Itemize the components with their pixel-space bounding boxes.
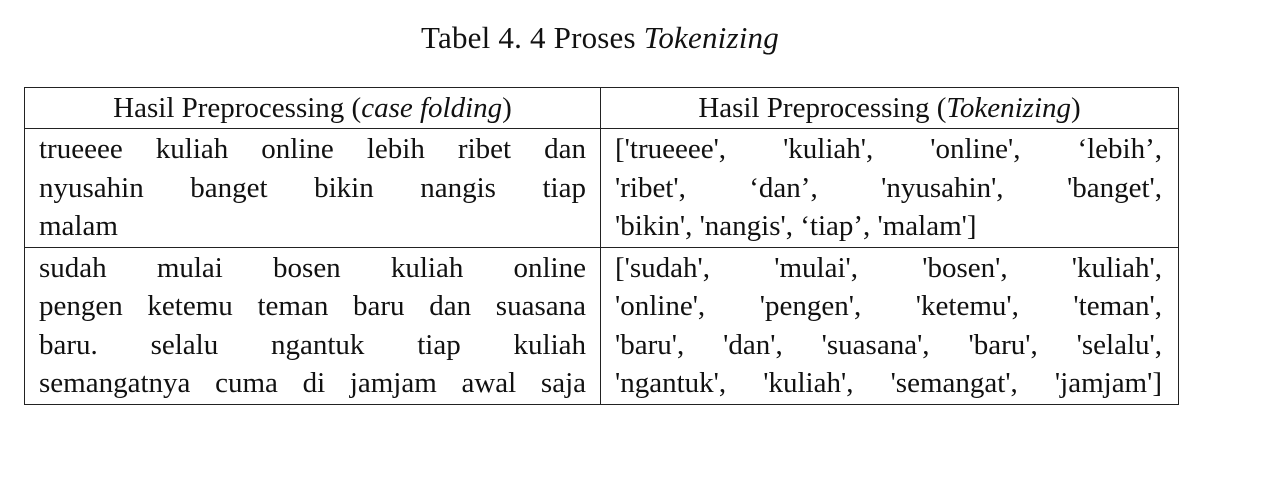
text-line: trueeee kuliah online lebih ribet dan [39, 133, 586, 165]
case-folding-cell: sudah mulai bosen kuliah online pengen k… [24, 246, 601, 405]
header-case-folding: Hasil Preprocessing (case folding) [24, 87, 601, 129]
text-line: pengen ketemu teman baru dan suasana [39, 290, 586, 322]
tokenizing-cell: ['sudah', 'mulai', 'bosen', 'kuliah', 'o… [600, 246, 1179, 405]
header-tokenizing-italic: Tokenizing [946, 92, 1071, 124]
token-line: 'ngantuk', 'kuliah', 'semangat', 'jamjam… [615, 367, 1162, 399]
text-line: semangatnya cuma di jamjam awal saja [39, 367, 586, 399]
tokenizing-cell: ['trueeee', 'kuliah', 'online', ‘lebih’,… [600, 128, 1179, 248]
token-line: 'bikin', 'nangis', ‘tiap’, 'malam'] [615, 210, 977, 242]
token-line: ['sudah', 'mulai', 'bosen', 'kuliah', [615, 251, 1162, 284]
text-line: sudah mulai bosen kuliah online [39, 251, 586, 284]
case-folding-cell: trueeee kuliah online lebih ribet dan ny… [24, 128, 601, 248]
token-line: 'baru', 'dan', 'suasana', 'baru', 'selal… [615, 328, 1162, 361]
token-line: 'ribet', ‘dan’, 'nyusahin', 'banget', [615, 171, 1162, 204]
token-line: 'online', 'pengen', 'ketemu', 'teman', [615, 290, 1162, 322]
tokenizing-table: Hasil Preprocessing (case folding) Hasil… [24, 87, 1179, 405]
text-line: malam [39, 210, 118, 242]
token-line: ['trueeee', 'kuliah', 'online', ‘lebih’, [615, 133, 1162, 165]
header-tokenizing-before: Hasil Preprocessing ( [698, 92, 947, 124]
header-case-folding-before: Hasil Preprocessing ( [113, 92, 362, 124]
table-caption: Tabel 4. 4 Proses Tokenizing [0, 18, 1200, 58]
table-row: trueeee kuliah online lebih ribet dan ny… [24, 128, 1179, 248]
header-tokenizing-after: ) [1071, 92, 1081, 124]
header-tokenizing: Hasil Preprocessing (Tokenizing) [600, 87, 1179, 129]
header-case-folding-after: ) [502, 92, 512, 124]
table-header-row: Hasil Preprocessing (case folding) Hasil… [24, 87, 1179, 129]
text-line: baru. selalu ngantuk tiap kuliah [39, 328, 586, 361]
text-line: nyusahin banget bikin nangis tiap [39, 171, 586, 204]
header-case-folding-italic: case folding [361, 92, 503, 124]
table-row: sudah mulai bosen kuliah online pengen k… [24, 246, 1179, 405]
caption-italic-term: Tokenizing [643, 20, 779, 55]
caption-prefix: Tabel 4. 4 Proses [421, 20, 644, 55]
